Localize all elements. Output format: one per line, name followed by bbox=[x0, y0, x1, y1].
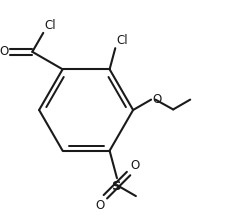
Text: O: O bbox=[95, 199, 104, 212]
Text: S: S bbox=[112, 180, 122, 193]
Text: O: O bbox=[0, 45, 8, 58]
Text: Cl: Cl bbox=[116, 34, 128, 47]
Text: O: O bbox=[152, 93, 161, 106]
Text: Cl: Cl bbox=[44, 19, 56, 32]
Text: O: O bbox=[130, 160, 140, 172]
